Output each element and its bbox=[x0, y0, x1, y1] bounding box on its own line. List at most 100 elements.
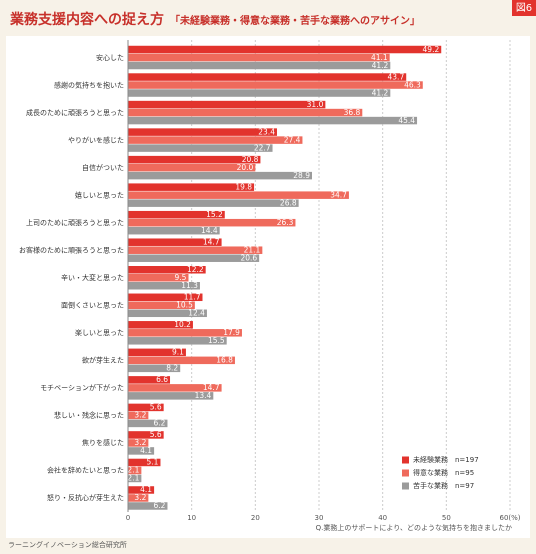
value-label: 8.2 bbox=[166, 364, 178, 373]
bar bbox=[128, 439, 149, 447]
legend-swatch bbox=[402, 482, 409, 490]
value-label: 5.6 bbox=[150, 403, 162, 412]
value-label: 6.6 bbox=[156, 375, 168, 384]
y-tick-label: モチベーションが下がった bbox=[40, 383, 124, 392]
bar bbox=[128, 163, 256, 172]
value-label: 34.7 bbox=[330, 190, 347, 199]
value-label: 15.2 bbox=[206, 210, 223, 219]
bar bbox=[128, 431, 164, 439]
bar bbox=[128, 466, 142, 475]
y-tick-label: 成長のために頑張ろうと思った bbox=[26, 108, 124, 117]
bar bbox=[128, 329, 242, 337]
bar bbox=[128, 474, 142, 483]
y-tick-label: 上司のために頑張ろうと思った bbox=[26, 218, 124, 227]
value-label: 15.5 bbox=[208, 336, 225, 345]
legend-swatch bbox=[402, 469, 409, 477]
y-tick-label: 辛い・大変と思った bbox=[61, 273, 124, 282]
badge-bg bbox=[512, 0, 536, 16]
bar bbox=[128, 108, 363, 117]
bar bbox=[128, 447, 155, 455]
badge: 図6 bbox=[516, 2, 532, 14]
value-label: 14.7 bbox=[203, 237, 220, 246]
y-tick-label: 楽しいと思った bbox=[75, 328, 124, 337]
value-label: 14.4 bbox=[201, 226, 218, 235]
x-tick-label: 60(%) bbox=[499, 514, 520, 522]
bar bbox=[128, 226, 220, 235]
value-label: 26.3 bbox=[277, 218, 294, 227]
x-tick-label: 0 bbox=[126, 514, 130, 522]
value-label: 43.7 bbox=[388, 72, 405, 81]
value-label: 5.6 bbox=[150, 430, 162, 439]
value-label: 4.1 bbox=[140, 485, 152, 494]
value-label: 41.2 bbox=[372, 88, 389, 97]
chart-title: 業務支援内容への捉え方 bbox=[9, 11, 164, 28]
value-label: 45.4 bbox=[398, 116, 415, 125]
value-label: 3.2 bbox=[134, 411, 146, 420]
value-label: 21.1 bbox=[244, 245, 261, 254]
bar bbox=[128, 254, 260, 262]
bar bbox=[128, 274, 189, 282]
bar bbox=[128, 337, 227, 345]
bar bbox=[128, 218, 296, 227]
y-tick-label: 面倒くさいと思った bbox=[61, 301, 124, 310]
value-label: 2.1 bbox=[127, 474, 139, 483]
bar bbox=[128, 89, 391, 97]
value-label: 20.0 bbox=[237, 163, 254, 172]
value-label: 9.1 bbox=[172, 348, 184, 357]
value-label: 3.2 bbox=[134, 438, 146, 447]
bar bbox=[128, 81, 423, 89]
source: ラーニングイノベーション総合研究所 bbox=[8, 540, 127, 549]
bar bbox=[128, 45, 442, 54]
bar bbox=[128, 61, 391, 70]
y-tick-label: 感謝の気持ちを抱いた bbox=[54, 80, 124, 89]
y-tick-label: 嬉しいと思った bbox=[75, 190, 124, 199]
x-tick-label: 30 bbox=[315, 514, 324, 522]
y-tick-label: 会社を辞めたいと思った bbox=[47, 466, 124, 475]
bar bbox=[128, 100, 326, 109]
bar bbox=[128, 53, 390, 62]
bar bbox=[128, 136, 303, 144]
bar bbox=[128, 392, 214, 400]
value-label: 16.8 bbox=[216, 356, 233, 365]
bar bbox=[128, 293, 203, 302]
value-label: 26.8 bbox=[280, 198, 297, 207]
bar bbox=[128, 238, 222, 246]
bar bbox=[128, 199, 299, 207]
x-tick-label: 20 bbox=[251, 514, 260, 522]
bar bbox=[128, 191, 349, 199]
value-label: 36.8 bbox=[344, 108, 361, 117]
bar bbox=[128, 384, 222, 392]
value-label: 10.2 bbox=[174, 320, 191, 329]
legend-swatch bbox=[402, 456, 409, 464]
x-tick-label: 50 bbox=[442, 514, 451, 522]
value-label: 46.3 bbox=[404, 80, 421, 89]
value-label: 19.8 bbox=[235, 182, 252, 191]
value-label: 20.6 bbox=[240, 253, 257, 262]
bar bbox=[128, 411, 149, 420]
bar bbox=[128, 73, 407, 81]
bar bbox=[128, 210, 225, 219]
bar bbox=[128, 128, 277, 136]
value-label: 9.5 bbox=[175, 273, 187, 282]
bar bbox=[128, 502, 168, 510]
x-tick-label: 10 bbox=[187, 514, 196, 522]
bar bbox=[128, 376, 171, 384]
value-label: 27.4 bbox=[284, 135, 301, 144]
value-label: 3.2 bbox=[134, 493, 146, 502]
bar bbox=[128, 171, 312, 180]
y-tick-label: 自信がついた bbox=[82, 163, 124, 172]
y-tick-label: 怒り・反抗心が芽生えた bbox=[47, 493, 124, 502]
legend-label: 未経験業務 n=197 bbox=[413, 455, 479, 464]
bar bbox=[128, 183, 255, 191]
value-label: 49.2 bbox=[423, 45, 440, 54]
bar bbox=[128, 282, 200, 290]
value-label: 41.2 bbox=[372, 61, 389, 70]
x-tick-label: 40 bbox=[378, 514, 387, 522]
bar bbox=[128, 348, 186, 357]
bar bbox=[128, 155, 261, 164]
legend-label: 得意な業務 n=95 bbox=[413, 468, 474, 477]
value-label: 5.1 bbox=[147, 458, 159, 467]
value-label: 11.7 bbox=[184, 293, 201, 302]
bar bbox=[128, 144, 273, 152]
